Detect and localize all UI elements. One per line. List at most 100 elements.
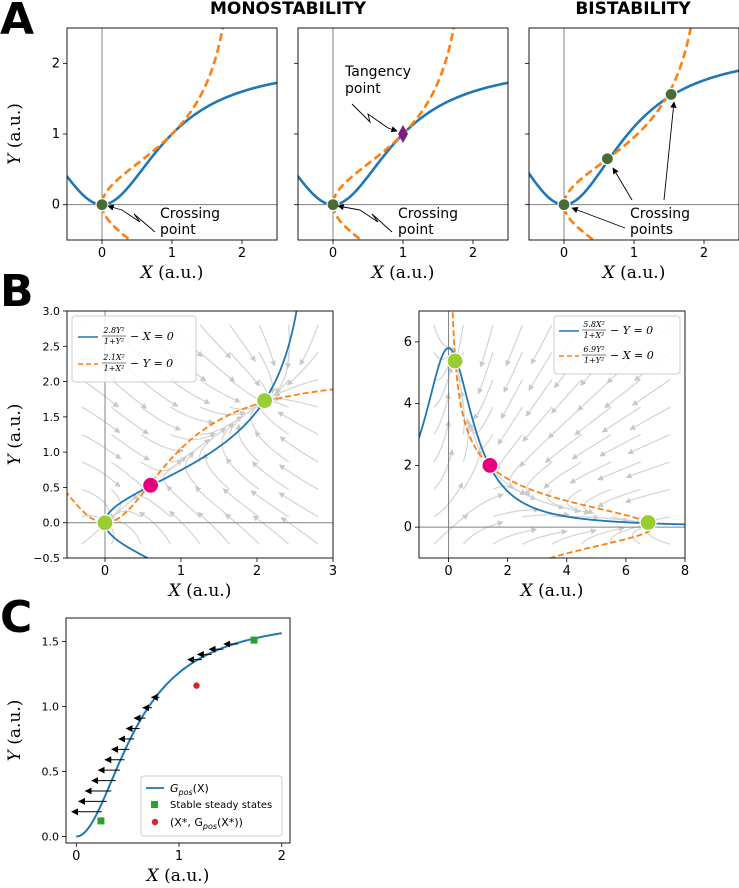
- b1-streamline-3: [81, 461, 121, 488]
- annotation-a3-crossing-line1: Crossing: [630, 206, 690, 222]
- b1-ytick-label-0: −0.5: [33, 552, 60, 565]
- b1-streamline-14: [110, 406, 149, 435]
- b2-streamline-40: [519, 434, 553, 468]
- b2-streamline-4: [433, 392, 451, 435]
- a3-series-blue: [529, 69, 739, 206]
- b1-streamline-40: [199, 416, 243, 436]
- b1-streamline-23: [140, 406, 182, 431]
- b2-streamline-46: [581, 516, 630, 523]
- b1-streamline-5: [81, 406, 121, 434]
- b2-streamline-25: [477, 351, 494, 395]
- b2-streamline-69: [604, 379, 642, 409]
- a3-xtick-label-1: 1: [630, 246, 638, 261]
- b2-streamline-66: [597, 461, 641, 481]
- b1-streamline-66: [254, 430, 290, 463]
- b1-streamline-76: [277, 411, 319, 436]
- a1-xlabel: X (a.u.): [139, 263, 204, 283]
- b2-streamline-65: [597, 488, 641, 508]
- b2-streamline-33: [500, 379, 523, 420]
- b1-streamline-27: [138, 511, 171, 545]
- b2-streamline-0: [433, 513, 469, 545]
- a3-point-0: [557, 198, 571, 212]
- legend-c-swatch-dot: [151, 818, 159, 826]
- annotation-a2-tangency-line2: point: [345, 81, 381, 97]
- a1-series-blue: [67, 81, 277, 206]
- b1-streamline-53: [229, 324, 256, 362]
- b1-ylabel: Y (a.u.): [5, 404, 25, 466]
- b1-streamline-44: [199, 324, 232, 359]
- b2-xtick-label-4: 8: [681, 564, 689, 579]
- legend-c-e3-sub: pos: [202, 822, 217, 831]
- b1-streamline-64: [250, 490, 290, 518]
- c-xlabel-unit: (a.u.): [159, 866, 210, 886]
- c-ylabel: Y (a.u.): [5, 700, 25, 762]
- b1-streamline-4: [81, 433, 122, 460]
- a1-ytick-label-2: 2: [52, 56, 60, 71]
- c-xtick-label-2: 2: [278, 849, 286, 864]
- b2-streamline-43: [528, 351, 553, 391]
- chart-b1: 0 1 2 3−0.50.00.51.01.52.02.53.0X (a.u.)Y (…: [5, 305, 337, 601]
- legend-c-e3-a: (X*, G: [170, 816, 203, 829]
- a2-point-tangency: [398, 125, 408, 143]
- legend-b2-e1-rest: − Y = 0: [610, 324, 653, 337]
- b1-streamline-80: [299, 324, 319, 366]
- b1-streamline-67: [257, 401, 290, 435]
- legend-b1-e2-num: 2.1X²: [102, 353, 125, 362]
- b2-streamline-58: [571, 433, 612, 460]
- b2-streamline-23: [468, 406, 494, 434]
- b2-streamline-48: [543, 461, 582, 489]
- panel-a-pointers: [107, 101, 677, 233]
- b2-streamline-22: [469, 425, 494, 450]
- b1-streamline-63: [252, 515, 290, 545]
- a3-series-orange: [562, 28, 693, 240]
- c-ylabel-var: Y: [5, 748, 25, 761]
- annotation-a1-crossing: Crossing point: [160, 206, 220, 238]
- b1-streamline-32: [170, 406, 215, 425]
- annotation-a3-crossing-line2: points: [630, 222, 673, 238]
- b2-xtick-label-2: 4: [563, 564, 571, 579]
- a2-frame: [297, 27, 509, 241]
- a2-tangency-arrow: [387, 126, 398, 133]
- b2-streamline-1: [433, 482, 464, 518]
- b1-streamline-20: [108, 489, 143, 520]
- c-red-point: [193, 682, 200, 689]
- b1-streamline-65: [251, 461, 289, 490]
- a3-xtick-label-0: 0: [560, 246, 568, 261]
- b2-streamline-11: [462, 448, 483, 490]
- b1-streamline-2: [81, 488, 113, 521]
- b2-streamline-77: [629, 406, 671, 431]
- b1-streamline-49: [228, 403, 262, 435]
- legend-c-e3: (X*, Gpos(X*)): [170, 816, 243, 831]
- b1-streamline-75: [279, 436, 319, 463]
- b2-streamline-26: [479, 324, 494, 368]
- b2-streamline-41: [522, 406, 553, 442]
- a2-pointer-zig: [359, 209, 393, 233]
- b2-streamline-45: [581, 526, 625, 545]
- b1-ytick-label-4: 1.5: [43, 411, 61, 424]
- c-plot-area: [76, 632, 282, 838]
- a1-ylabel-unit: (a.u.): [5, 103, 25, 154]
- legend-c-frame: [140, 775, 283, 837]
- b2-streamline-39: [524, 461, 553, 497]
- chart-a3: 0 1 2 X (a.u.): [525, 27, 739, 283]
- b1-xtick-label-1: 1: [177, 564, 185, 579]
- a1-pointer-arrow: [107, 204, 123, 211]
- legend-c-swatch-square: [151, 801, 158, 808]
- b1-streamline-70: [274, 352, 290, 394]
- b1-ylabel-unit: (a.u.): [5, 404, 25, 455]
- b2-streamline-36: [551, 528, 597, 545]
- a2-xtick-label-2: 2: [469, 246, 477, 261]
- b2-streamline-30: [509, 461, 527, 496]
- a1-series-orange: [100, 28, 225, 240]
- c-ytick-label-0: 0.0: [42, 830, 60, 843]
- panel-letter-b: B: [0, 266, 34, 317]
- a2-xtick-label-1: 1: [399, 246, 407, 261]
- a1-point-0: [95, 198, 109, 212]
- legend-b2-e2-num: 6.9Y²: [583, 345, 604, 354]
- a1-ytick-label-0: 0: [52, 198, 60, 213]
- b2-streamline-42: [525, 379, 553, 417]
- b2-streamline-76: [627, 433, 671, 455]
- legend-b1-e2-den: 1+X²: [104, 364, 125, 373]
- c-ytick-label-2: 1.0: [42, 700, 60, 713]
- b2-point-0: [446, 352, 464, 370]
